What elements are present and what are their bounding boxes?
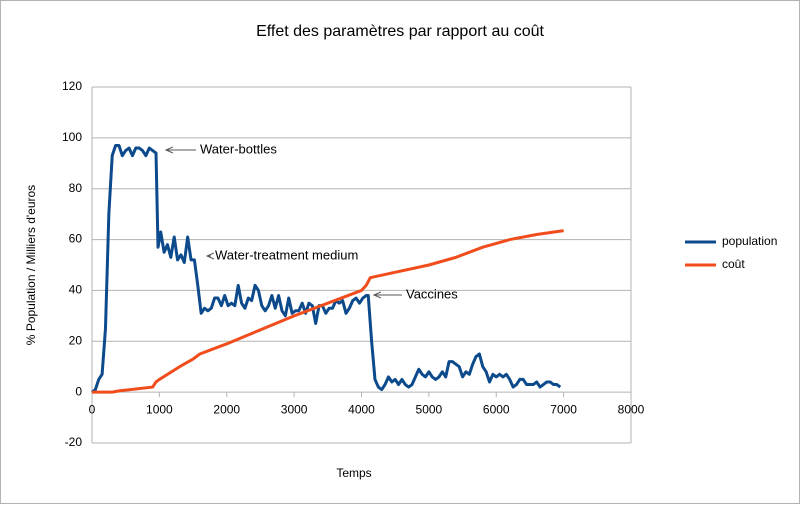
x-axis-label: Temps: [336, 466, 371, 480]
series-line: [91, 143, 562, 394]
annotation: Water-bottles: [200, 141, 277, 156]
y-tick-label: 20: [69, 333, 83, 347]
legend-label: coût: [722, 257, 745, 271]
x-tick-label: 0: [89, 402, 96, 416]
y-tick-label: 0: [75, 384, 82, 398]
y-tick-label: -20: [65, 435, 83, 449]
x-tick-label: 7000: [550, 402, 577, 416]
x-tick-label: 3000: [281, 402, 308, 416]
legend-label: population: [722, 234, 777, 248]
y-tick-label: 60: [69, 232, 83, 246]
y-tick-label: 80: [69, 181, 83, 195]
y-tick-label: 100: [62, 130, 82, 144]
x-tick-label: 5000: [416, 402, 443, 416]
annotation: Vaccines: [406, 286, 458, 301]
y-axis-label: % Population / Milliers d'euros: [24, 185, 38, 345]
x-tick-label: 4000: [348, 402, 375, 416]
x-tick-label: 2000: [213, 402, 240, 416]
annotation: Water-treatment medium: [215, 247, 358, 262]
series-line: [92, 229, 564, 394]
y-tick-label: 40: [69, 283, 83, 297]
x-tick-label: 6000: [483, 402, 510, 416]
y-tick-label: 120: [62, 79, 82, 93]
chart-title: Effet des paramètres par rapport au coût: [256, 23, 544, 40]
x-tick-label: 8000: [618, 402, 645, 416]
x-tick-label: 1000: [146, 402, 173, 416]
